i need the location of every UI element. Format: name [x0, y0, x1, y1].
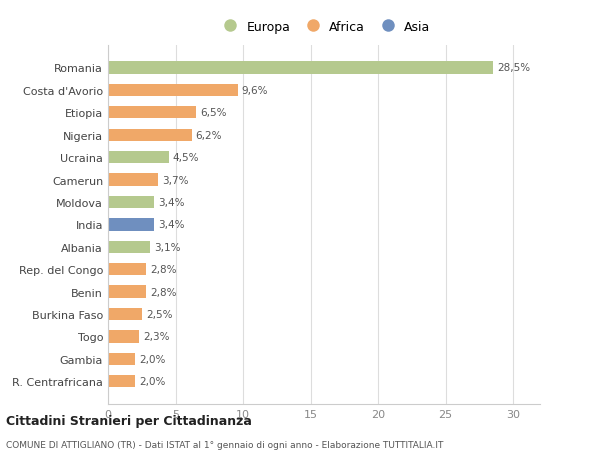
Text: COMUNE DI ATTIGLIANO (TR) - Dati ISTAT al 1° gennaio di ogni anno - Elaborazione: COMUNE DI ATTIGLIANO (TR) - Dati ISTAT a…	[6, 441, 443, 449]
Text: 2,5%: 2,5%	[146, 309, 172, 319]
Text: 2,0%: 2,0%	[139, 376, 166, 386]
Bar	[108, 219, 154, 231]
Text: 2,8%: 2,8%	[150, 287, 176, 297]
Text: 6,5%: 6,5%	[200, 108, 226, 118]
Text: 28,5%: 28,5%	[497, 63, 530, 73]
Bar	[108, 107, 196, 119]
Text: 6,2%: 6,2%	[196, 130, 222, 140]
Bar	[108, 241, 150, 253]
Bar	[108, 84, 238, 97]
Text: 3,1%: 3,1%	[154, 242, 181, 252]
Bar	[108, 286, 146, 298]
Text: 3,4%: 3,4%	[158, 197, 184, 207]
Text: 9,6%: 9,6%	[242, 86, 268, 95]
Text: 2,8%: 2,8%	[150, 265, 176, 274]
Bar	[108, 196, 154, 209]
Bar	[108, 129, 192, 141]
Text: 3,4%: 3,4%	[158, 220, 184, 230]
Text: 2,3%: 2,3%	[143, 332, 170, 342]
Bar	[108, 308, 142, 320]
Text: 2,0%: 2,0%	[139, 354, 166, 364]
Bar	[108, 151, 169, 164]
Bar	[108, 174, 158, 186]
Bar	[108, 375, 135, 388]
Legend: Europa, Africa, Asia: Europa, Africa, Asia	[215, 18, 433, 36]
Text: 3,7%: 3,7%	[162, 175, 188, 185]
Bar	[108, 330, 139, 343]
Text: Cittadini Stranieri per Cittadinanza: Cittadini Stranieri per Cittadinanza	[6, 414, 252, 428]
Bar	[108, 62, 493, 74]
Bar	[108, 353, 135, 365]
Bar	[108, 263, 146, 276]
Text: 4,5%: 4,5%	[173, 153, 199, 163]
